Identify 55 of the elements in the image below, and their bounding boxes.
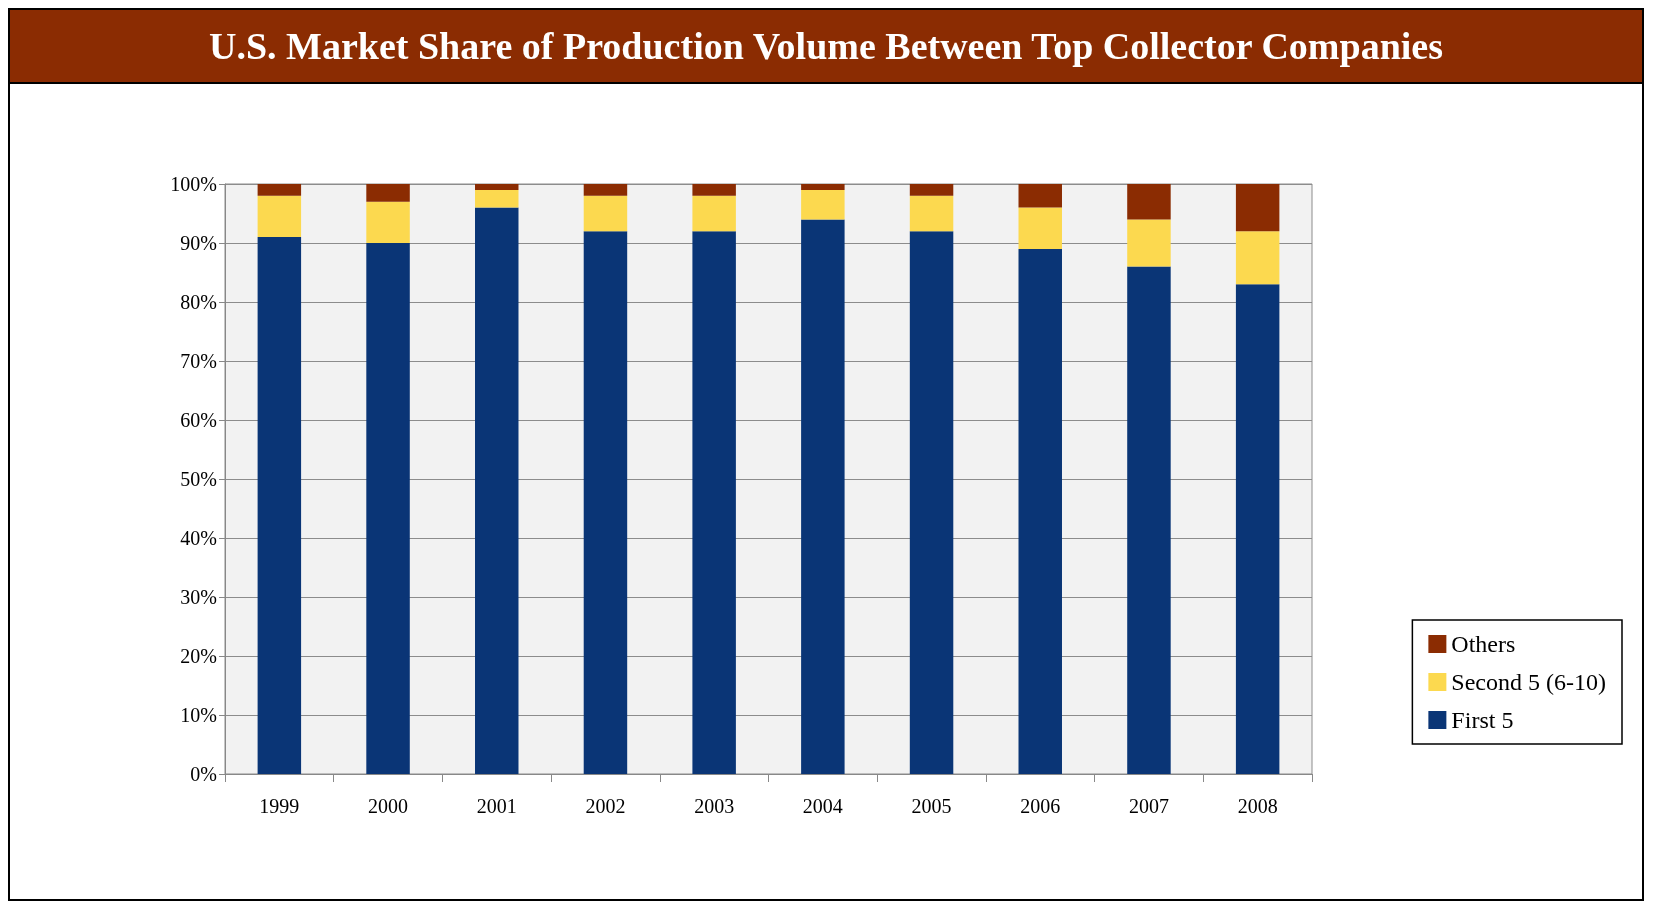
bar — [1235, 184, 1280, 232]
bar — [583, 195, 628, 232]
x-tick-label: 2005 — [911, 795, 952, 817]
x-tick-label: 2002 — [585, 795, 626, 817]
y-tick-label: 70% — [180, 350, 217, 372]
bar — [909, 231, 954, 774]
bar — [257, 237, 302, 774]
bar — [366, 243, 410, 774]
chart-title: U.S. Market Share of Production Volume Between Top Collector Companies — [10, 10, 1642, 84]
bar — [1018, 184, 1062, 208]
bar — [1127, 266, 1171, 774]
y-tick-label: 50% — [180, 468, 217, 490]
bar — [801, 219, 845, 774]
x-tick-label: 2003 — [694, 795, 735, 817]
y-tick-label: 0% — [190, 763, 217, 785]
bar — [801, 189, 845, 220]
bar — [366, 184, 410, 202]
y-tick-label: 90% — [180, 232, 217, 254]
bar — [475, 184, 519, 190]
y-tick-label: 20% — [180, 645, 217, 667]
y-tick-label: 60% — [180, 409, 217, 431]
legend-label: Others — [1451, 631, 1516, 657]
legend-label: Second 5 (6-10) — [1451, 669, 1607, 695]
y-tick-label: 30% — [180, 586, 217, 608]
bar — [801, 184, 845, 190]
bar — [909, 184, 954, 196]
y-tick-label: 40% — [180, 527, 217, 549]
y-tick-label: 100% — [170, 173, 217, 195]
bar — [475, 189, 519, 208]
x-tick-label: 2000 — [368, 795, 409, 817]
bar — [257, 184, 302, 196]
bar — [475, 207, 519, 774]
legend-label: First 5 — [1451, 707, 1514, 733]
y-tick-label: 80% — [180, 291, 217, 313]
x-tick-label: 2007 — [1128, 795, 1169, 817]
bar — [1018, 248, 1062, 774]
x-tick-label: 2008 — [1237, 795, 1278, 817]
bar — [1018, 207, 1062, 249]
bar — [692, 184, 736, 196]
bar — [1235, 284, 1280, 774]
bar — [1235, 231, 1280, 285]
x-tick-label: 2006 — [1020, 795, 1061, 817]
bar — [1127, 184, 1171, 220]
x-tick-label: 2001 — [476, 795, 517, 817]
bar — [909, 195, 954, 232]
bar — [583, 184, 628, 196]
bar — [366, 201, 410, 243]
x-tick-label: 1999 — [259, 795, 300, 817]
bar — [692, 231, 736, 774]
bar — [692, 195, 736, 232]
bar — [583, 231, 628, 774]
bar — [1127, 219, 1171, 267]
x-tick-label: 2004 — [802, 795, 843, 817]
y-tick-label: 10% — [180, 704, 217, 726]
bar — [257, 195, 302, 238]
